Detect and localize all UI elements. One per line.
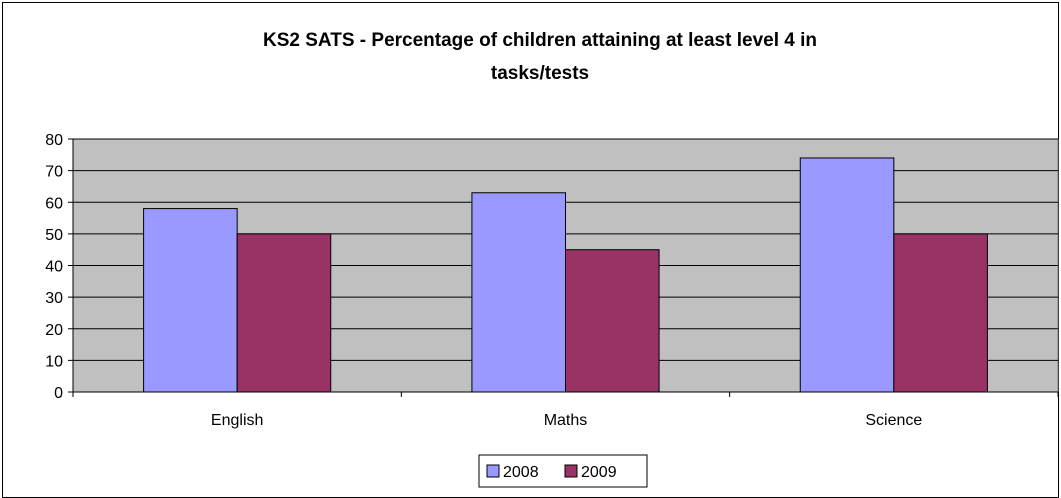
legend-swatch (486, 464, 500, 478)
y-tick-label: 50 (45, 227, 63, 244)
x-category-label: Maths (544, 412, 588, 429)
chart-title-line-1: KS2 SATS - Percentage of children attain… (263, 30, 817, 51)
legend: 2008 2009 (478, 454, 648, 488)
bar-2009-maths (565, 249, 660, 393)
x-category-label: Science (865, 412, 922, 429)
bar-2008-maths (471, 192, 566, 393)
y-tick-label: 80 (45, 132, 63, 149)
y-tick-label: 40 (45, 259, 63, 276)
y-tick-label: 10 (45, 353, 63, 370)
y-axis: 0 10 20 30 40 50 60 70 80 (45, 132, 74, 402)
bar-2009-science (893, 233, 988, 393)
legend-swatch (564, 464, 578, 478)
bars (143, 157, 988, 393)
legend-label: 2008 (503, 464, 539, 481)
bar-2008-science (799, 157, 895, 393)
y-tick-label: 20 (45, 322, 63, 339)
bar-2009-english (236, 233, 332, 393)
y-tick-label: 60 (45, 195, 63, 212)
y-tick-label: 0 (54, 385, 63, 402)
legend-label: 2009 (581, 464, 617, 481)
y-tick-label: 30 (45, 290, 63, 307)
y-tick-label: 70 (45, 164, 63, 181)
legend-box (478, 454, 648, 488)
x-axis: English Maths Science (72, 391, 1059, 429)
chart-title-line-2: tasks/tests (491, 63, 589, 84)
bar-2008-english (143, 208, 238, 393)
x-category-label: English (211, 412, 263, 429)
